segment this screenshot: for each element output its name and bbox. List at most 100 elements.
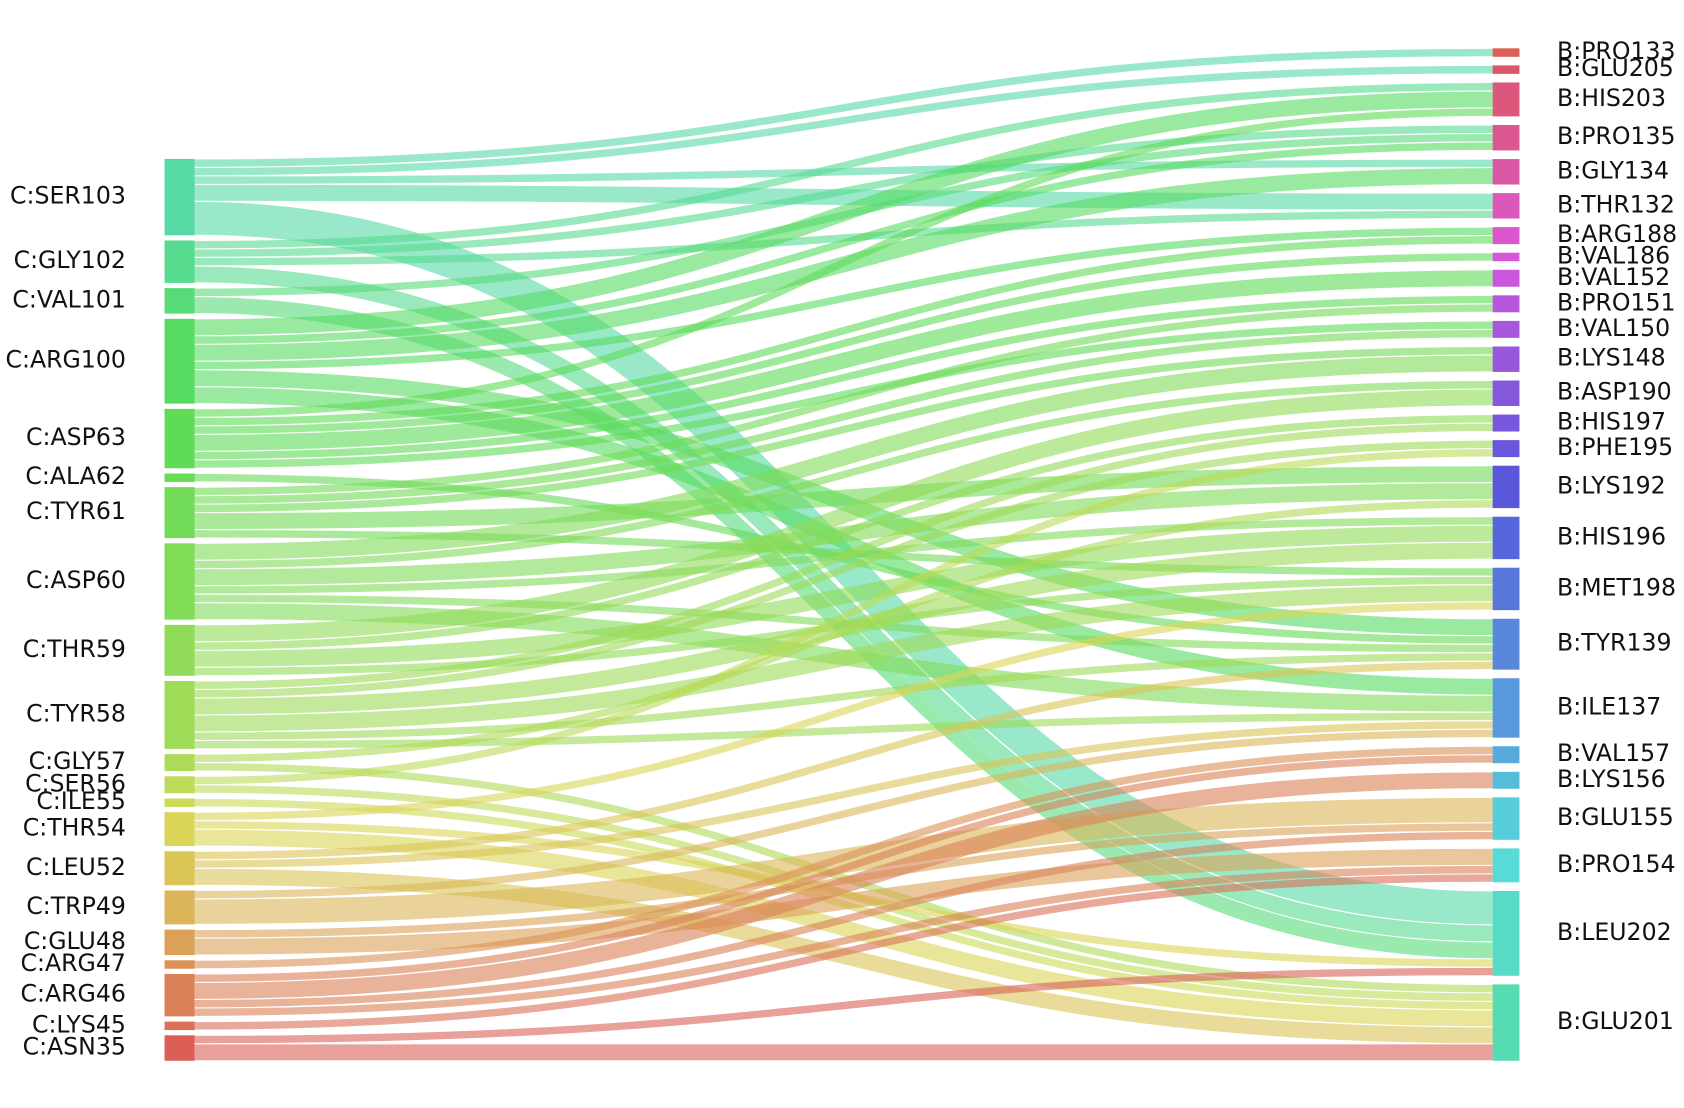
link [194,347,1493,513]
link [194,874,1493,1030]
right-label: B:GLU155 [1557,803,1674,831]
right-node [1492,295,1520,313]
link [194,355,1493,560]
right-node [1492,193,1520,219]
left-label: C:LEU52 [26,853,126,881]
link [194,829,1493,1027]
link [194,253,1493,434]
link [194,466,1493,530]
right-node [1492,159,1520,185]
link [194,440,1493,698]
right-label: B:ARG188 [1557,220,1677,248]
right-node [1492,984,1520,1061]
right-label: B:VAL186 [1557,241,1670,269]
right-label: B:PRO135 [1557,122,1675,150]
left-label: C:THR59 [23,635,126,663]
left-node [164,543,195,620]
left-label: C:ASP60 [26,566,126,594]
left-label: C:ASP63 [26,423,126,451]
right-node [1492,82,1520,117]
left-node [164,776,195,794]
left-node [164,960,195,969]
right-label: B:ILE137 [1557,692,1661,720]
link [194,661,1493,860]
link [194,746,1493,969]
left-node [164,890,195,925]
right-node [1492,746,1520,764]
left-label: C:ARG47 [21,949,126,977]
left-label: C:GLU48 [24,927,126,955]
link [194,125,1493,257]
link [194,108,1493,417]
right-label: B:PRO151 [1557,288,1675,316]
link [194,159,1493,184]
link [194,525,1493,667]
link [194,389,1493,642]
left-label: C:SER56 [25,769,126,797]
right-label: B:LYS148 [1557,344,1666,372]
link [194,227,1493,370]
link [194,142,1493,344]
link [194,415,1493,650]
left-label: C:ARG100 [6,346,126,374]
right-node [1492,414,1520,432]
right-label: B:PHE195 [1557,433,1673,461]
left-label: C:ARG46 [21,980,126,1008]
link [194,48,1493,167]
right-node [1492,440,1520,458]
link [194,65,1493,176]
right-label: B:PRO154 [1557,850,1675,878]
left-node [164,408,195,469]
link [194,848,1493,955]
left-label: C:SER103 [10,182,126,210]
left-node [164,680,195,749]
right-node [1492,797,1520,840]
right-label: B:HIS197 [1557,408,1666,436]
left-node [164,624,195,676]
link [194,236,1493,426]
left-node [164,973,195,1017]
right-node [1492,380,1520,406]
left-node [164,487,195,539]
right-label: B:GLU201 [1557,1007,1674,1035]
right-node [1492,252,1520,262]
link [194,91,1493,336]
right-node [1492,771,1520,789]
right-label: B:TYR139 [1557,629,1671,657]
link [194,831,1493,1008]
left-node [164,754,195,772]
left-node [164,318,195,404]
link [194,381,1493,569]
link [194,653,1493,740]
left-node [164,158,195,236]
left-node [164,288,195,314]
link [194,772,1493,999]
right-node [1492,848,1520,883]
right-label: B:LEU202 [1557,918,1672,946]
right-label: B:LYS192 [1557,471,1666,499]
right-node [1492,516,1520,560]
right-node [1492,48,1520,57]
link [194,755,1493,982]
link [194,184,1493,210]
left-node [164,240,195,283]
link [194,210,1493,266]
link [194,585,1493,732]
right-node [1492,618,1520,670]
left-node [164,798,195,807]
left-node [164,1035,195,1061]
right-node [1492,346,1520,372]
left-label: C:ASN35 [23,1033,126,1061]
right-label: B:PRO133 [1557,37,1675,65]
right-label: B:VAL150 [1557,314,1670,342]
right-node [1492,269,1520,287]
right-label: B:GLY134 [1557,156,1669,184]
left-label: C:TYR58 [26,699,126,727]
left-label: C:ILE55 [36,787,126,815]
link [194,729,1493,899]
link [194,83,1493,249]
right-label: B:VAL152 [1557,263,1670,291]
left-node [164,473,195,482]
right-label: B:MET198 [1557,573,1676,601]
left-label: C:TYR61 [26,497,126,525]
